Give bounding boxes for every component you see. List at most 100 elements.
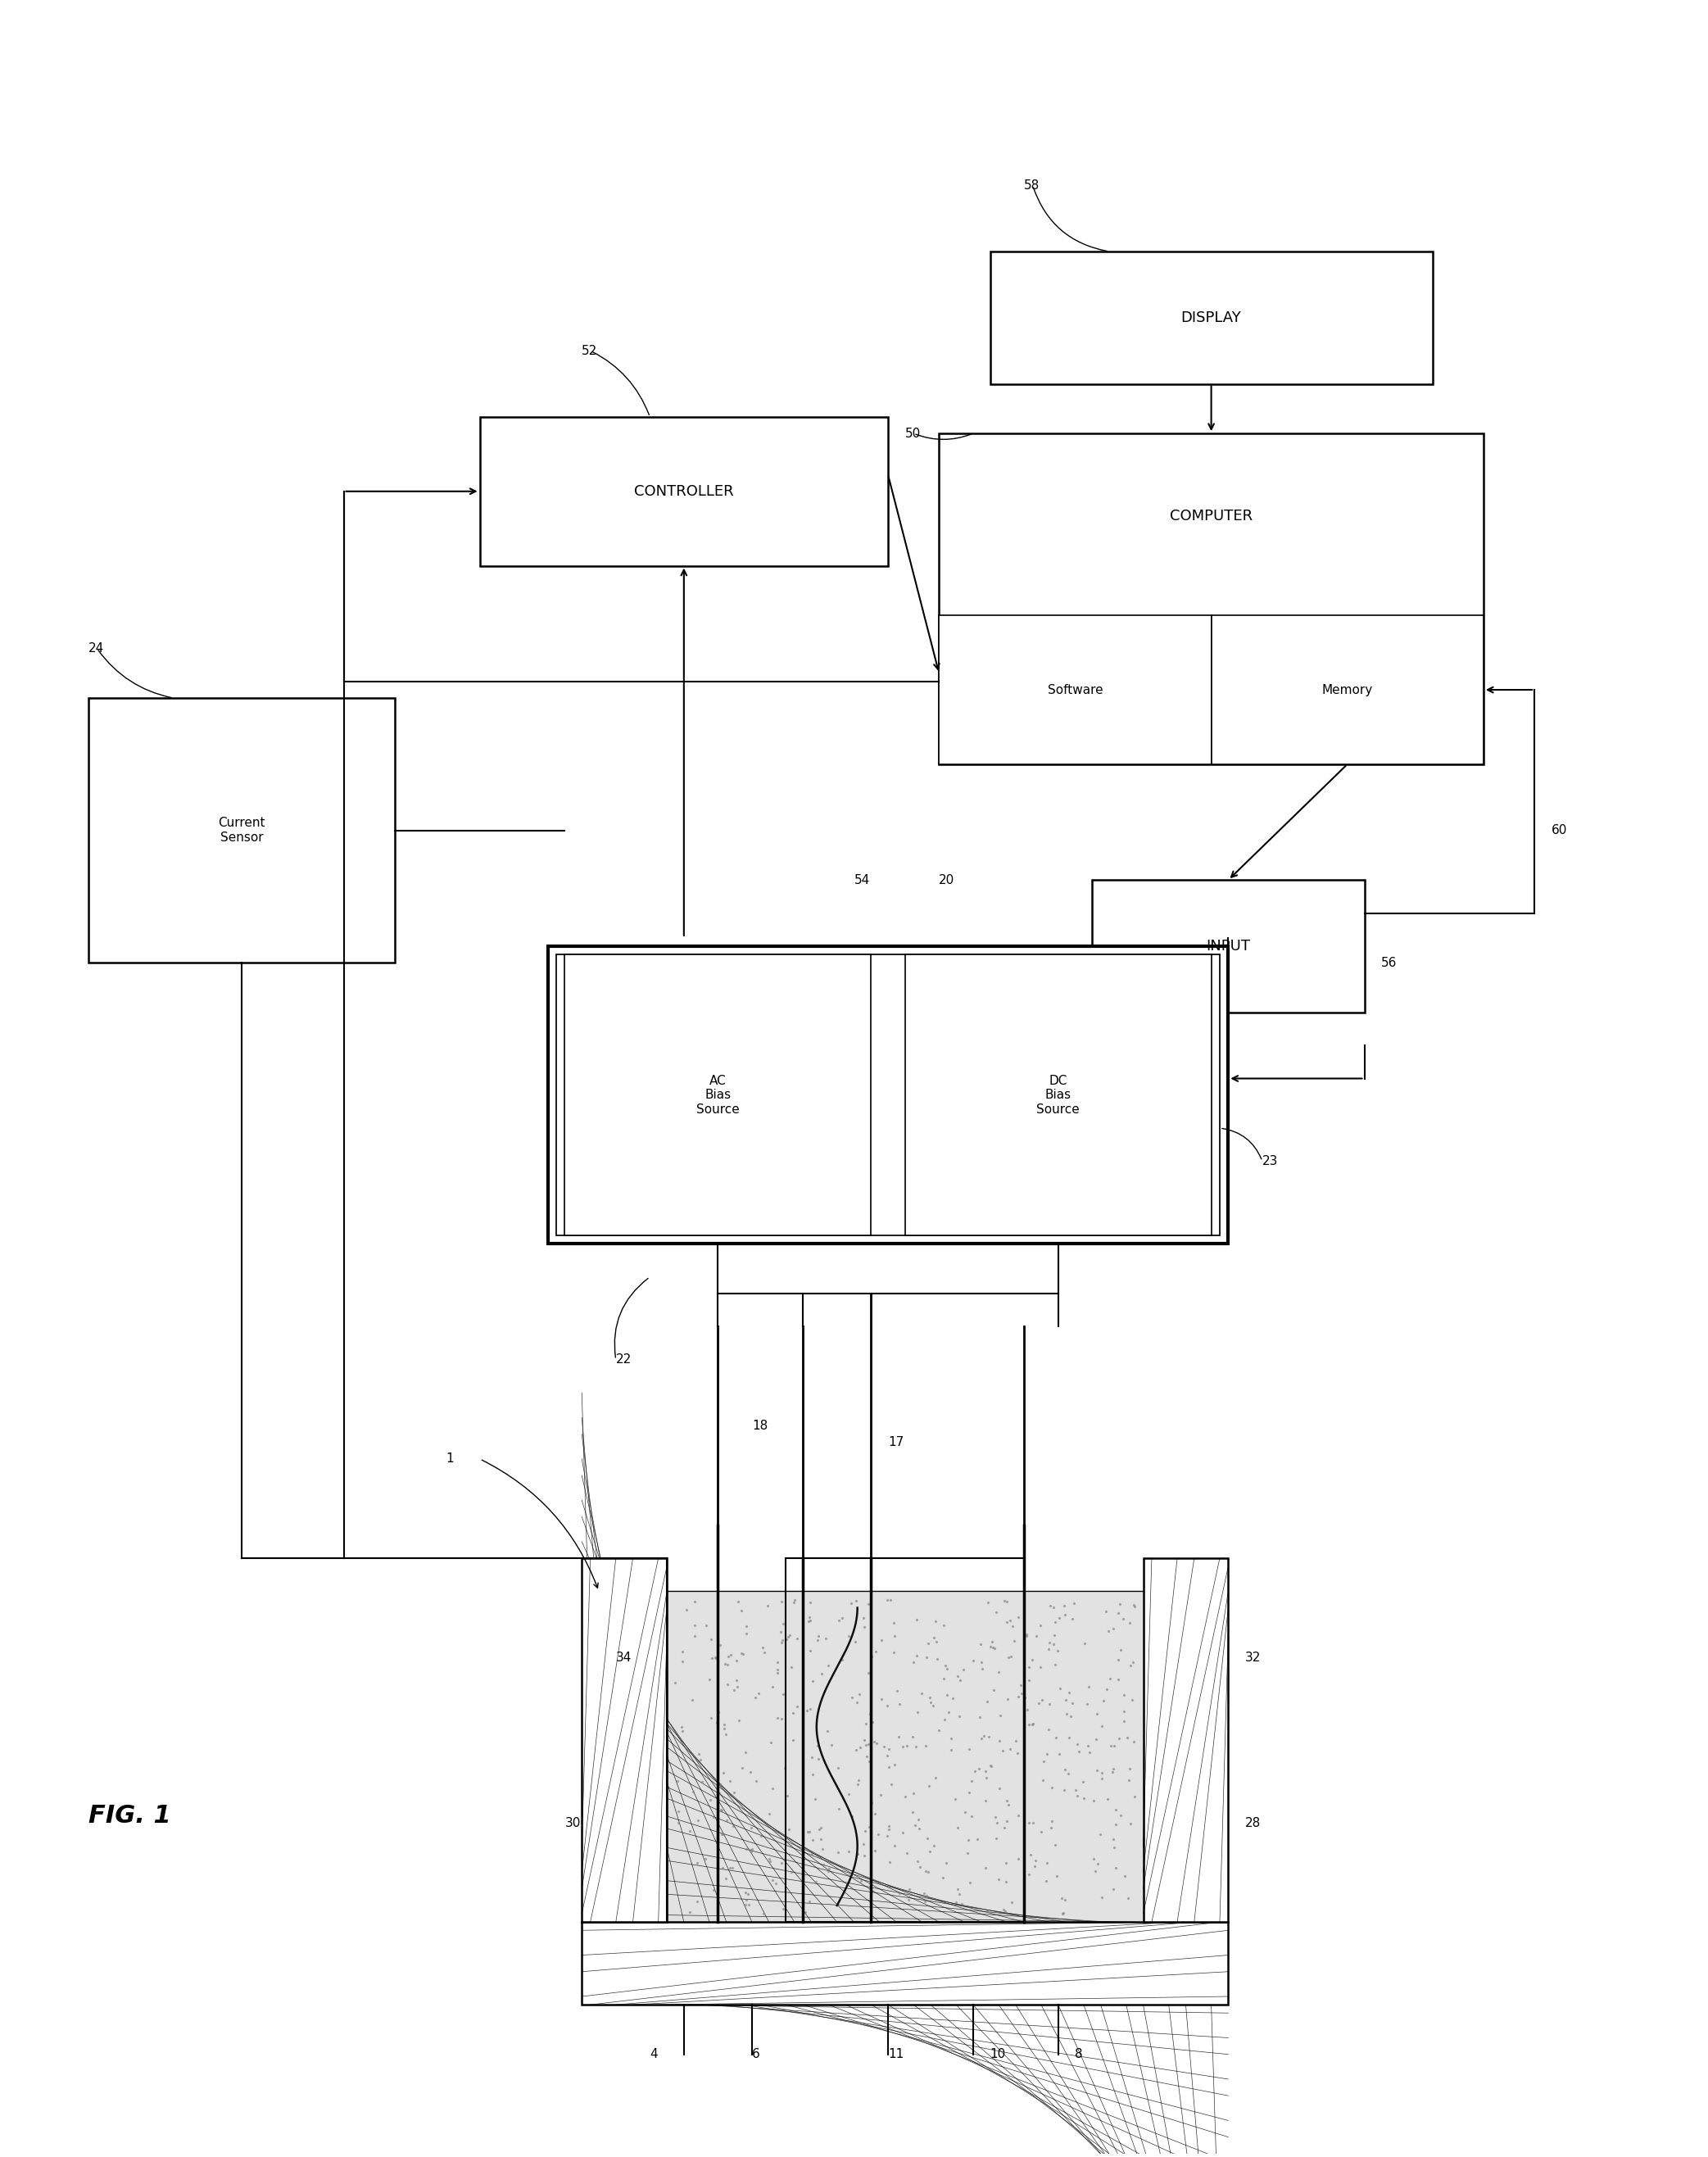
Text: 52: 52 [582, 345, 598, 356]
Point [702, 1639, 729, 1674]
Point [854, 1654, 881, 1689]
Point [750, 1635, 777, 1670]
Point [697, 1782, 724, 1816]
Point [863, 1635, 890, 1670]
Point [900, 1775, 927, 1810]
Point [1095, 1613, 1122, 1648]
Point [1061, 1585, 1088, 1620]
Point [968, 1652, 996, 1687]
Point [868, 1682, 895, 1717]
Point [770, 1678, 798, 1713]
Point [697, 1700, 724, 1734]
Point [851, 1838, 878, 1872]
Bar [1091, 880, 1365, 1012]
Point [1091, 1594, 1119, 1629]
Point [1115, 1762, 1143, 1797]
Point [904, 1639, 931, 1674]
Point [1090, 1682, 1117, 1717]
Point [1062, 1773, 1090, 1808]
Point [1001, 1624, 1028, 1659]
Point [1004, 1600, 1032, 1635]
Point [842, 1624, 869, 1659]
Point [1049, 1881, 1076, 1915]
Point [1100, 1823, 1127, 1857]
Point [1016, 1805, 1044, 1840]
Point [972, 1784, 999, 1818]
Point [979, 1631, 1006, 1665]
Point [700, 1872, 728, 1907]
Point [844, 1767, 871, 1801]
Point [1100, 1751, 1127, 1786]
Point [1056, 1721, 1083, 1756]
Point [898, 1719, 926, 1754]
Point [982, 1596, 1009, 1631]
Point [1059, 1685, 1086, 1719]
Point [986, 1771, 1013, 1805]
Point [1004, 1680, 1032, 1715]
Point [915, 1680, 943, 1715]
Bar [582, 1557, 666, 1922]
Point [781, 1585, 808, 1620]
Point [828, 1600, 856, 1635]
Point [980, 1672, 1008, 1706]
Point [991, 1810, 1018, 1844]
Point [714, 1667, 741, 1702]
Point [661, 1665, 688, 1700]
Point [810, 1846, 837, 1881]
Point [721, 1775, 748, 1810]
Point [1027, 1607, 1054, 1641]
Point [1028, 1682, 1056, 1717]
Point [1013, 1618, 1040, 1652]
Point [1040, 1618, 1068, 1652]
Point [856, 1743, 883, 1777]
Point [1093, 1672, 1120, 1706]
Text: COMPUTER: COMPUTER [1170, 509, 1252, 524]
Point [731, 1734, 758, 1769]
Point [755, 1842, 782, 1877]
Text: CONTROLLER: CONTROLLER [634, 483, 734, 498]
Point [852, 1814, 880, 1849]
Point [915, 1833, 943, 1868]
Point [763, 1644, 791, 1678]
Point [946, 1663, 974, 1698]
Point [1056, 1676, 1083, 1711]
Point [728, 1635, 755, 1670]
Point [852, 1706, 880, 1741]
Point [733, 1883, 760, 1918]
Point [847, 1730, 874, 1764]
Point [938, 1732, 965, 1767]
Point [886, 1877, 914, 1911]
Point [963, 1823, 991, 1857]
Point [1107, 1633, 1134, 1667]
Point [762, 1866, 789, 1900]
Bar [548, 947, 1228, 1245]
Point [945, 1810, 972, 1844]
Point [1100, 1611, 1127, 1646]
Point [1016, 1838, 1044, 1872]
Point [707, 1767, 734, 1801]
Point [1038, 1803, 1066, 1838]
Point [687, 1743, 714, 1777]
Point [734, 1887, 762, 1922]
Point [893, 1836, 921, 1870]
Point [986, 1654, 1013, 1689]
Point [883, 1674, 910, 1708]
Point [1025, 1687, 1052, 1721]
Point [692, 1842, 719, 1877]
Point [859, 1704, 886, 1739]
Point [1074, 1728, 1102, 1762]
Point [1073, 1687, 1100, 1721]
Point [902, 1808, 929, 1842]
Point [994, 1605, 1021, 1639]
Point [871, 1730, 898, 1764]
Point [945, 1872, 972, 1907]
Point [1102, 1851, 1129, 1885]
Point [779, 1695, 806, 1730]
Point [931, 1648, 958, 1682]
Point [796, 1600, 823, 1635]
Point [1049, 1896, 1076, 1931]
Point [1018, 1641, 1045, 1676]
Point [974, 1894, 1001, 1928]
Point [1119, 1644, 1146, 1678]
Point [1050, 1773, 1078, 1808]
